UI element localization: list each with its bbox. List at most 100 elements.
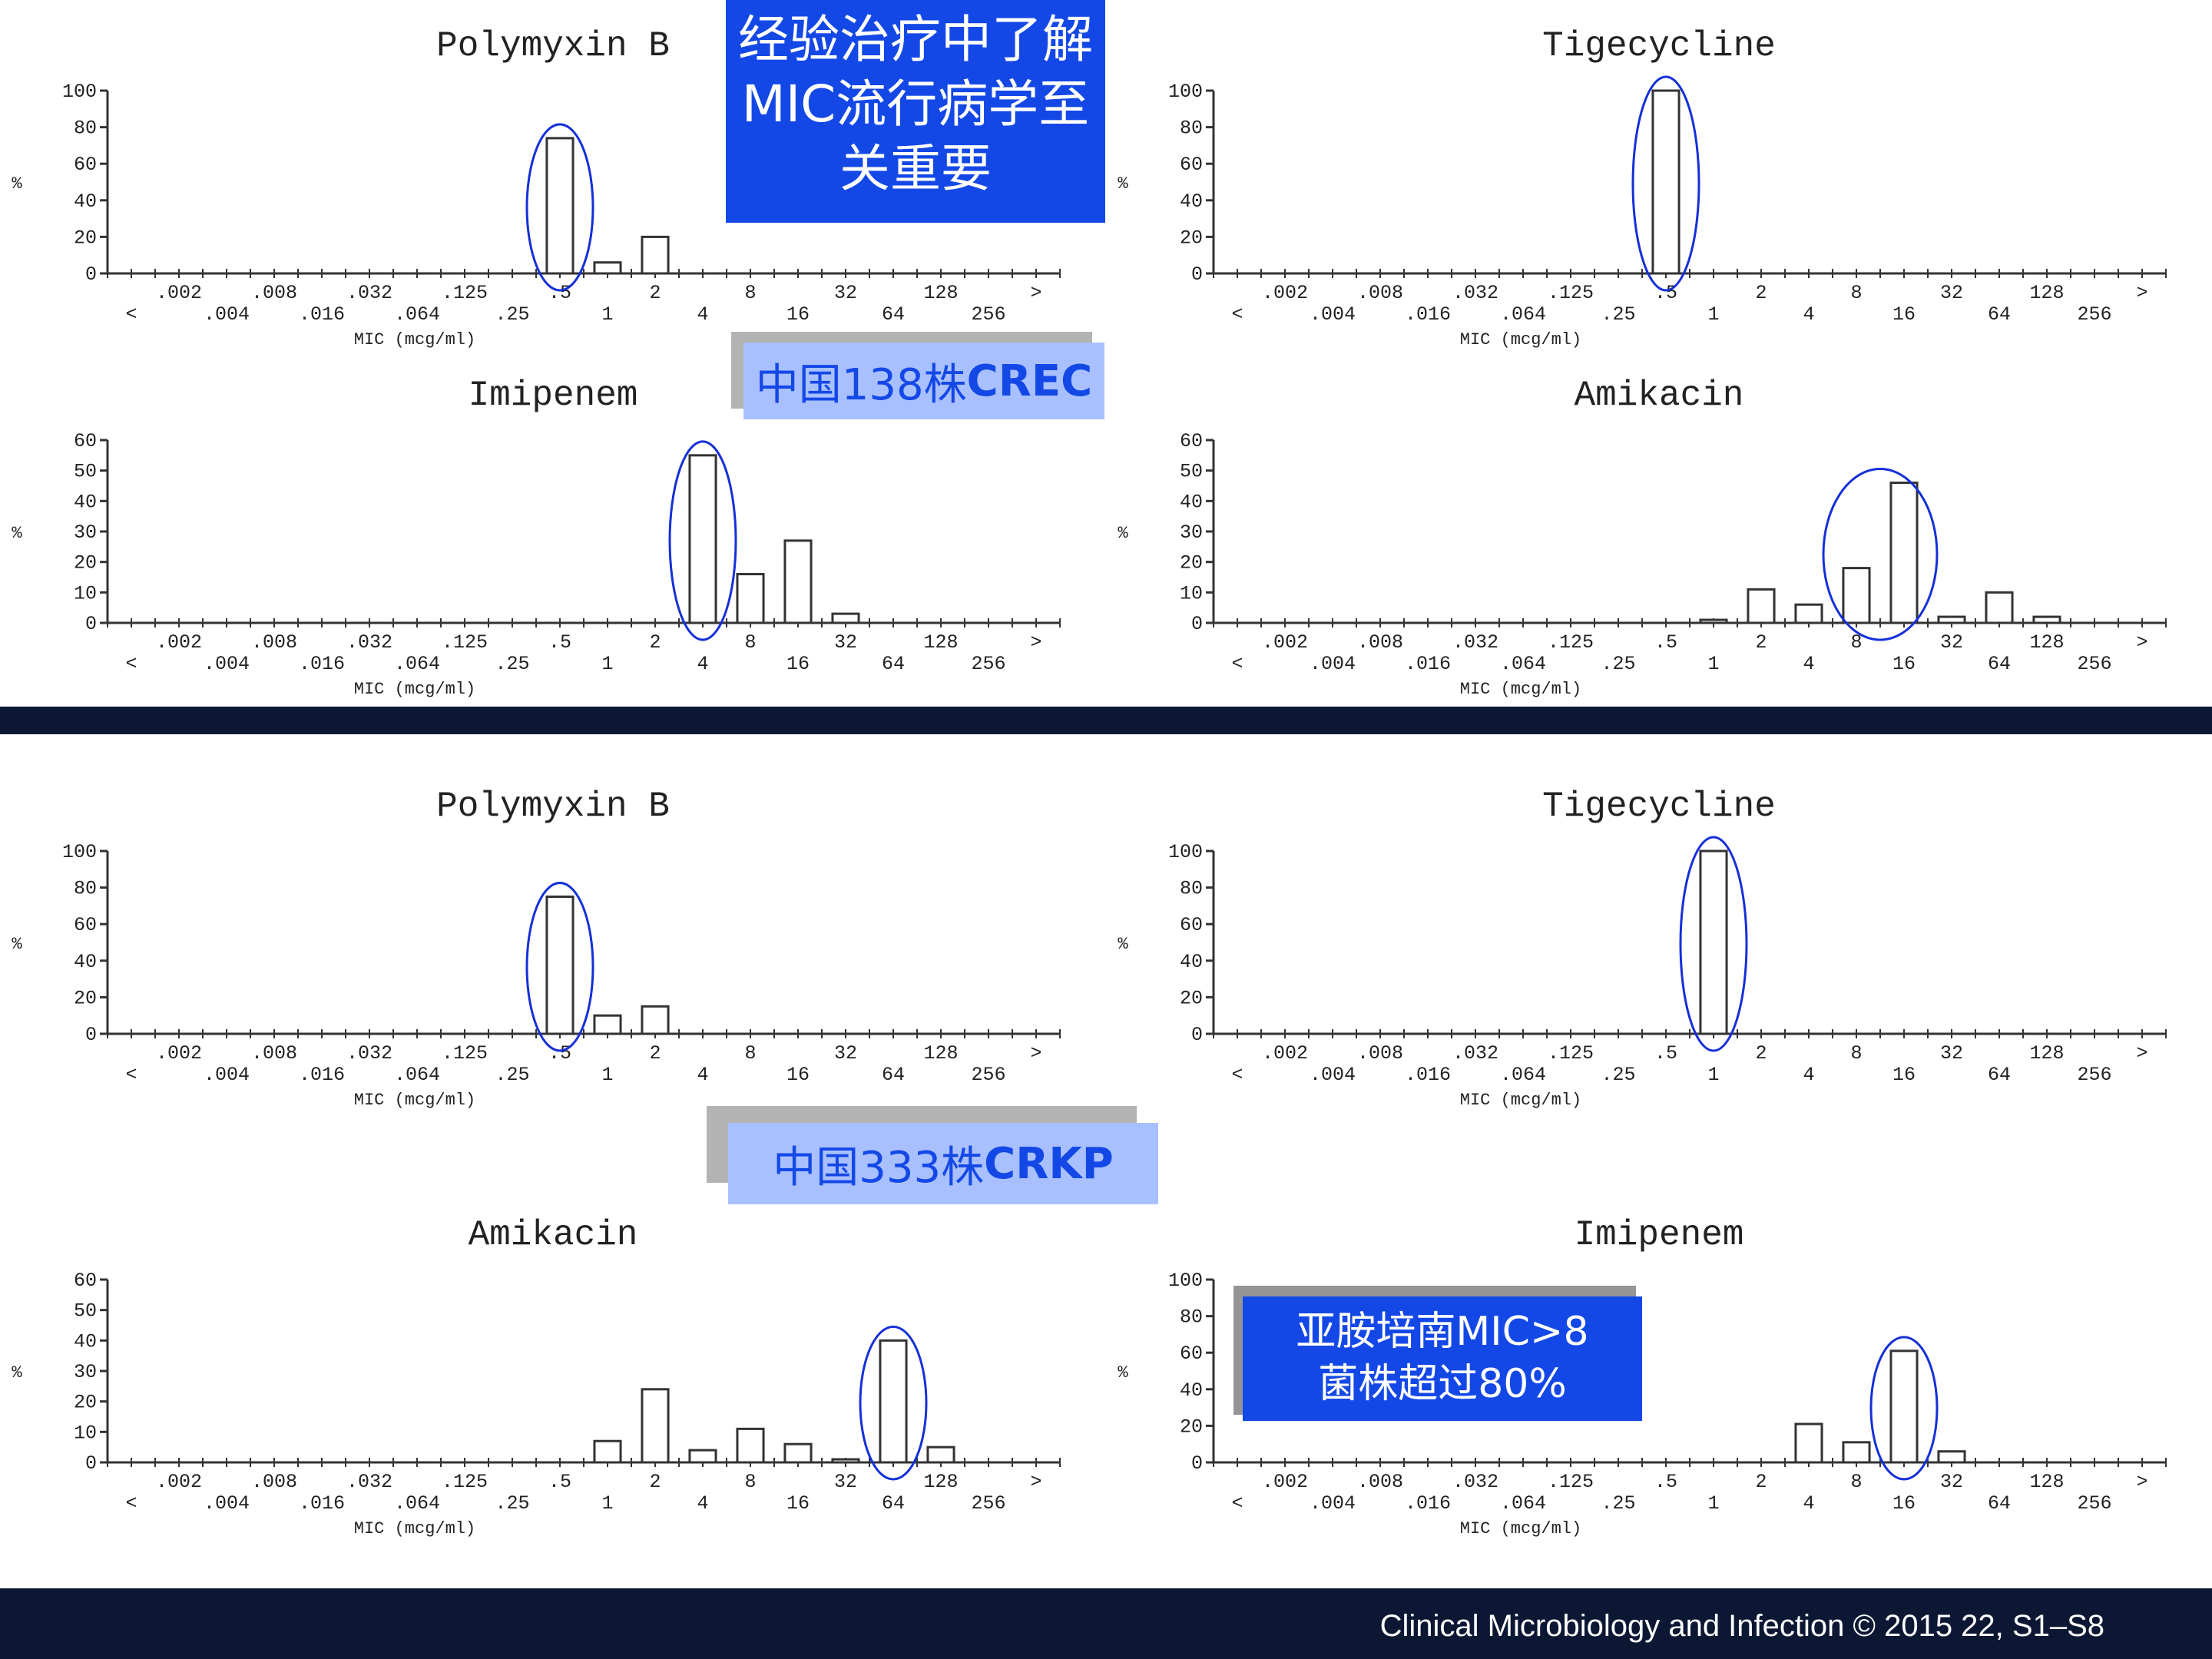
x-tick-label: .5 bbox=[1654, 631, 1677, 654]
x-tick-label: 2 bbox=[649, 1042, 661, 1065]
crec-tag-bold: CREC bbox=[966, 356, 1093, 406]
x-tick-label: .004 bbox=[204, 303, 250, 326]
highlight-ellipse bbox=[1869, 1336, 1939, 1481]
x-tick-label: .032 bbox=[1452, 631, 1498, 654]
x-tick-label: 128 bbox=[2029, 1042, 2064, 1065]
bar bbox=[641, 1005, 670, 1035]
y-tick-label: 0 bbox=[1191, 1024, 1203, 1046]
x-tick-label: 256 bbox=[971, 1064, 1005, 1086]
x-axis-label: MIC (mcg/ml) bbox=[354, 330, 475, 349]
x-tick-label: .008 bbox=[1357, 1471, 1403, 1493]
x-tick-label: 64 bbox=[1988, 1492, 2011, 1515]
y-tick-label: 40 bbox=[74, 951, 97, 973]
bar bbox=[736, 1427, 765, 1464]
y-tick-label: 60 bbox=[1180, 430, 1203, 452]
x-tick-label: 8 bbox=[1850, 1042, 1862, 1065]
chart-panel-crec-tigecycline: Tigecycline 0 20 40 60 80 100% < .002.004.008.01… bbox=[1106, 0, 2212, 353]
y-tick-label: 40 bbox=[74, 491, 97, 513]
x-tick-label: 1 bbox=[601, 1064, 613, 1086]
x-tick-label: 16 bbox=[1892, 1492, 1916, 1515]
x-tick-label: .25 bbox=[1601, 1492, 1635, 1515]
y-tick-label: 100 bbox=[1168, 1270, 1203, 1292]
bar bbox=[1985, 591, 2014, 624]
x-tick-label: 32 bbox=[834, 631, 857, 654]
x-tick-label: .016 bbox=[299, 653, 345, 675]
y-tick-label: 60 bbox=[1180, 1343, 1203, 1365]
x-tick-label: 32 bbox=[1940, 631, 1963, 654]
x-tick-label: .064 bbox=[394, 1064, 440, 1086]
highlight-ellipse bbox=[859, 1325, 928, 1481]
x-tick-label: 64 bbox=[1988, 1064, 2011, 1086]
x-tick-label: 128 bbox=[923, 282, 958, 304]
x-tick-label: 256 bbox=[971, 653, 1005, 675]
x-tick-label: .008 bbox=[1357, 1042, 1403, 1065]
y-tick-label: 40 bbox=[1180, 951, 1203, 973]
x-tick-label: 256 bbox=[971, 1492, 1005, 1515]
x-tick-label: .5 bbox=[548, 631, 571, 654]
x-tick-label: .008 bbox=[251, 282, 297, 304]
bar bbox=[593, 261, 622, 275]
y-tick-label: 0 bbox=[85, 613, 97, 635]
y-tick-label: 40 bbox=[1180, 1379, 1203, 1402]
bar bbox=[1842, 567, 1871, 624]
y-tick-label: 20 bbox=[74, 1392, 97, 1414]
x-tick-label: .125 bbox=[442, 282, 488, 304]
x-tick-label: .25 bbox=[1601, 303, 1635, 326]
y-tick-label: 50 bbox=[1180, 461, 1203, 483]
x-tick-label: 16 bbox=[786, 303, 810, 326]
x-tick-label: .002 bbox=[156, 282, 202, 304]
y-tick-label: 100 bbox=[62, 81, 97, 103]
x-tick-label: 128 bbox=[923, 1471, 958, 1493]
x-tick-label: 16 bbox=[1892, 1064, 1916, 1086]
x-tick-label: 32 bbox=[834, 1042, 857, 1065]
chart-title: Tigecycline bbox=[1542, 786, 1776, 826]
bar bbox=[688, 1449, 717, 1464]
bar bbox=[879, 1339, 908, 1464]
x-tick-label: .25 bbox=[1601, 1064, 1635, 1086]
y-tick-label: 0 bbox=[85, 1452, 97, 1475]
crkp-tag-bold: CRKP bbox=[984, 1138, 1114, 1189]
x-tick-label: .064 bbox=[394, 303, 440, 326]
x-tick-label: .008 bbox=[1357, 631, 1403, 654]
y-tick-label: 20 bbox=[74, 987, 97, 1009]
callout-main-text: 经验治疗中了解MIC流行病学至关重要 bbox=[738, 10, 1093, 198]
x-tick-label: .032 bbox=[1452, 1471, 1498, 1493]
x-tick-label: 4 bbox=[1803, 303, 1814, 326]
x-tick-label: 2 bbox=[1755, 282, 1767, 304]
bar bbox=[736, 573, 765, 624]
x-axis-label: MIC (mcg/ml) bbox=[1460, 330, 1581, 349]
bar bbox=[1937, 1450, 1966, 1464]
x-tick-label: .064 bbox=[394, 653, 440, 675]
x-tick-label: 128 bbox=[2029, 1471, 2064, 1493]
x-tick-label: 16 bbox=[1892, 653, 1916, 675]
x-tick-label: .5 bbox=[548, 282, 571, 304]
x-tick-label: .25 bbox=[495, 303, 529, 326]
x-tick-label: 8 bbox=[1850, 631, 1862, 654]
y-tick-label: 0 bbox=[85, 263, 97, 286]
x-tick-label: .064 bbox=[1500, 303, 1546, 326]
y-tick-label: 80 bbox=[74, 878, 97, 900]
x-tick-label: .25 bbox=[495, 1492, 529, 1515]
x-tick-label: .5 bbox=[1654, 282, 1677, 304]
x-tick-label: .5 bbox=[1654, 1042, 1677, 1065]
x-tick-label: 1 bbox=[601, 1492, 613, 1515]
x-tick-label: < bbox=[1231, 1492, 1243, 1515]
y-tick-label: 60 bbox=[1180, 154, 1203, 176]
y-tick-label: 60 bbox=[74, 154, 97, 176]
crkp-tag-prefix: 中国333株 bbox=[773, 1142, 985, 1193]
x-tick-label: 128 bbox=[2029, 282, 2064, 304]
x-tick-label: .032 bbox=[1452, 282, 1498, 304]
chart-title: Amikacin bbox=[469, 1215, 638, 1255]
callout-imipenem-line2: 菌株超过80% bbox=[1318, 1361, 1567, 1407]
y-axis-label: % bbox=[12, 524, 22, 543]
x-tick-label: .016 bbox=[299, 1064, 345, 1086]
y-axis-label: % bbox=[12, 1363, 22, 1382]
x-tick-label: 4 bbox=[1803, 1492, 1814, 1515]
x-tick-label: 32 bbox=[1940, 1042, 1963, 1065]
x-tick-label: .064 bbox=[1500, 1492, 1546, 1515]
x-tick-label: .008 bbox=[251, 631, 297, 654]
x-tick-label: .008 bbox=[251, 1471, 297, 1493]
x-tick-label: 8 bbox=[1850, 1471, 1862, 1493]
y-tick-label: 60 bbox=[74, 1270, 97, 1292]
x-tick-label: 2 bbox=[649, 631, 661, 654]
